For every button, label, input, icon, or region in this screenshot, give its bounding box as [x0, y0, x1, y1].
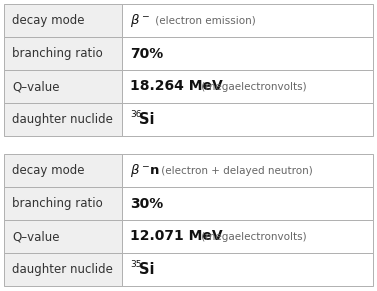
- Text: Q–value: Q–value: [12, 80, 60, 93]
- Bar: [122, 70, 373, 103]
- Bar: [4, 253, 122, 286]
- Text: n: n: [150, 164, 159, 177]
- Bar: [122, 4, 373, 37]
- Text: (megaelectronvolts): (megaelectronvolts): [198, 81, 307, 91]
- Text: 70%: 70%: [130, 47, 163, 61]
- Bar: [122, 103, 373, 136]
- Text: 12.071 MeV: 12.071 MeV: [130, 230, 223, 244]
- Bar: [122, 37, 373, 70]
- Bar: [4, 37, 122, 70]
- Text: daughter nuclide: daughter nuclide: [12, 113, 113, 126]
- Bar: [4, 4, 122, 37]
- Text: branching ratio: branching ratio: [12, 197, 103, 210]
- Text: $\beta^-$: $\beta^-$: [130, 12, 150, 29]
- Text: (electron + delayed neutron): (electron + delayed neutron): [158, 166, 313, 175]
- Bar: [122, 154, 373, 187]
- Text: (electron emission): (electron emission): [152, 15, 256, 26]
- Text: 18.264 MeV: 18.264 MeV: [130, 79, 223, 93]
- Bar: [122, 220, 373, 253]
- Text: daughter nuclide: daughter nuclide: [12, 263, 113, 276]
- Text: decay mode: decay mode: [12, 164, 84, 177]
- Text: Si: Si: [139, 262, 155, 277]
- Bar: [4, 220, 122, 253]
- Bar: [4, 103, 122, 136]
- Text: 35: 35: [130, 260, 141, 269]
- Bar: [122, 253, 373, 286]
- Text: Q–value: Q–value: [12, 230, 60, 243]
- Text: branching ratio: branching ratio: [12, 47, 103, 60]
- Bar: [4, 70, 122, 103]
- Text: $\beta^-$: $\beta^-$: [130, 162, 150, 179]
- Bar: [4, 154, 122, 187]
- Text: (megaelectronvolts): (megaelectronvolts): [198, 232, 307, 242]
- Text: Si: Si: [139, 112, 155, 127]
- Bar: [4, 187, 122, 220]
- Text: 36: 36: [130, 110, 141, 119]
- Text: 30%: 30%: [130, 196, 163, 210]
- Text: decay mode: decay mode: [12, 14, 84, 27]
- Bar: [122, 187, 373, 220]
